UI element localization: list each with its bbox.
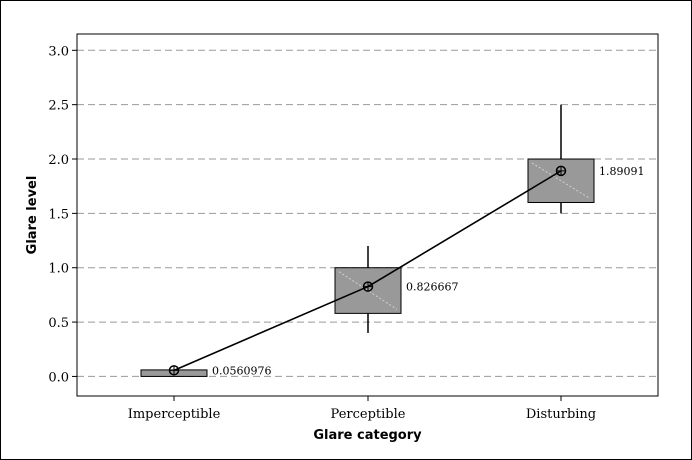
y-tick-label: 2.5 bbox=[48, 99, 69, 114]
box-highlight bbox=[531, 162, 591, 199]
mean-value-label: 1.89091 bbox=[599, 165, 645, 178]
mean-value-label: 0.826667 bbox=[406, 281, 459, 294]
y-tick-label: 1.0 bbox=[48, 262, 69, 277]
box-perceptible bbox=[334, 245, 402, 333]
y-tick-label: 0.0 bbox=[48, 370, 69, 385]
mean-marker bbox=[362, 281, 374, 292]
box-highlight bbox=[338, 271, 398, 310]
y-tick-label: 3.0 bbox=[48, 44, 69, 59]
mean-marker bbox=[168, 365, 180, 376]
y-tick-label: 1.5 bbox=[48, 207, 69, 222]
mean-markers bbox=[168, 165, 567, 376]
plot-area bbox=[76, 33, 659, 397]
mean-value-label: 0.0560976 bbox=[212, 364, 272, 377]
x-axis-title: Glare category bbox=[313, 428, 422, 443]
y-axis-title: Glare level bbox=[25, 176, 40, 255]
boxes bbox=[140, 104, 595, 377]
mean-labels: 0.0560976 0.826667 1.89091 bbox=[212, 165, 645, 377]
box-body bbox=[334, 267, 402, 314]
box-disturbing bbox=[527, 104, 595, 214]
x-tick-label: Imperceptible bbox=[128, 407, 221, 422]
y-tick-label: 0.5 bbox=[48, 316, 69, 331]
x-tick-label: Disturbing bbox=[526, 407, 596, 422]
axes: 0.0 0.5 1.0 1.5 2.0 2.5 3.0 Imperceptible Percep… bbox=[48, 44, 596, 422]
y-tick-label: 2.0 bbox=[48, 153, 69, 168]
x-tick-label: Perceptible bbox=[331, 407, 406, 422]
mean-marker bbox=[555, 165, 567, 177]
